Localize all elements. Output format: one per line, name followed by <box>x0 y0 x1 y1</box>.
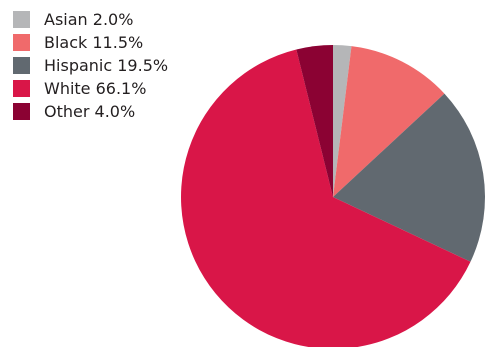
pie-slice-asian <box>333 45 352 197</box>
pie-slice-white <box>181 49 471 347</box>
pie-slice-black <box>333 46 445 197</box>
legend-item-hispanic: Hispanic 19.5% <box>13 54 168 77</box>
legend-swatch-asian <box>13 11 30 28</box>
legend-item-black: Black 11.5% <box>13 31 168 54</box>
legend-swatch-hispanic <box>13 57 30 74</box>
legend-item-white: White 66.1% <box>13 77 168 100</box>
legend-label-asian: Asian 2.0% <box>44 10 134 29</box>
pie-slice-other <box>296 45 333 197</box>
legend: Asian 2.0% Black 11.5% Hispanic 19.5% Wh… <box>13 8 168 123</box>
legend-swatch-other <box>13 103 30 120</box>
legend-label-black: Black 11.5% <box>44 33 144 52</box>
legend-label-hispanic: Hispanic 19.5% <box>44 56 169 75</box>
legend-item-asian: Asian 2.0% <box>13 8 168 31</box>
pie-slice-hispanic <box>333 93 485 262</box>
legend-swatch-white <box>13 80 30 97</box>
pie-slices <box>181 45 485 347</box>
legend-label-white: White 66.1% <box>44 79 147 98</box>
legend-item-other: Other 4.0% <box>13 100 168 123</box>
legend-swatch-black <box>13 34 30 51</box>
legend-label-other: Other 4.0% <box>44 102 136 121</box>
